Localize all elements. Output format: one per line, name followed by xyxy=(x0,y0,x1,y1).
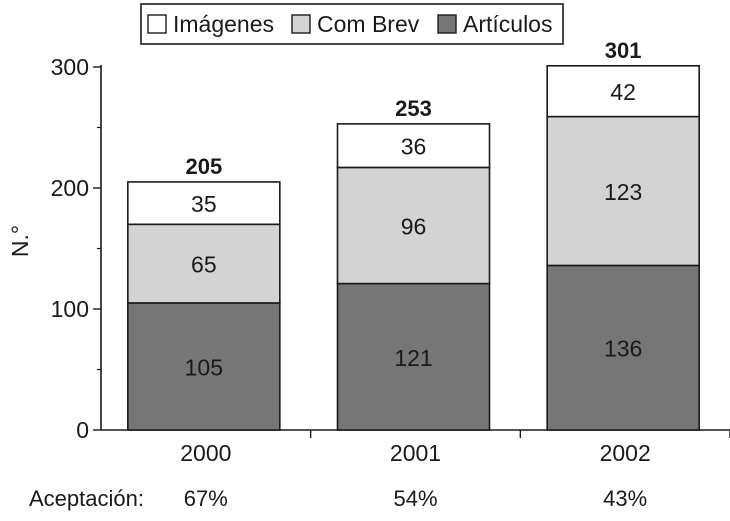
legend-entry: Artículos xyxy=(463,11,552,37)
x-tick-labels: 2000 2001 2002 xyxy=(180,440,651,466)
data-label: 35 xyxy=(191,191,217,217)
x-tick-label: 2001 xyxy=(390,440,441,466)
total-label: 253 xyxy=(395,96,432,121)
bar-segment-com-brev xyxy=(336,166,491,285)
acceptance-value: 43% xyxy=(603,486,647,511)
acceptance-value: 54% xyxy=(393,486,437,511)
bar-group-2002: 136 123 42 301 xyxy=(546,38,700,431)
y-tick-label: 300 xyxy=(51,54,89,80)
data-label: 136 xyxy=(604,336,642,362)
y-axis-label: N.° xyxy=(7,225,33,257)
legend-entry: Imágenes xyxy=(173,11,274,37)
bar-group-2001: 121 96 36 253 xyxy=(336,96,491,431)
bars: 105 65 35 205 121 96 36 253 136 123 42 301 xyxy=(127,38,700,431)
data-label: 42 xyxy=(610,79,636,105)
y-tick-label: 0 xyxy=(76,417,89,443)
x-tick-label: 2002 xyxy=(600,440,651,466)
total-label: 205 xyxy=(185,154,222,179)
x-tick-label: 2000 xyxy=(180,440,231,466)
data-label: 121 xyxy=(394,345,432,371)
bar-segment-im-genes xyxy=(127,181,281,226)
bar-group-2000: 105 65 35 205 xyxy=(127,154,281,431)
data-label: 65 xyxy=(191,252,217,278)
bar-segment-com-brev xyxy=(127,223,281,304)
data-label: 36 xyxy=(401,134,427,160)
y-tick-label: 200 xyxy=(51,175,89,201)
bar-segment-im-genes xyxy=(546,64,700,118)
legend-swatch xyxy=(147,14,167,34)
data-label: 96 xyxy=(401,214,427,240)
acceptance-row: Aceptación: 67% 54% 43% xyxy=(29,486,647,511)
bar-segment-art-culos xyxy=(336,282,491,431)
bar-segment-art-culos xyxy=(127,302,281,431)
bar-segment-art-culos xyxy=(546,264,700,431)
data-label: 123 xyxy=(604,179,642,205)
acceptance-label: Aceptación: xyxy=(29,486,144,511)
acceptance-value: 67% xyxy=(184,486,228,511)
legend-entry: Com Brev xyxy=(317,11,420,37)
legend-swatch xyxy=(437,14,457,34)
total-label: 301 xyxy=(605,38,642,63)
bar-segment-im-genes xyxy=(336,123,491,169)
legend: Imágenes Com Brev Artículos xyxy=(140,3,564,45)
legend-swatch xyxy=(291,14,311,34)
y-tick-label: 100 xyxy=(51,296,89,322)
data-label: 105 xyxy=(185,354,223,380)
legend-box xyxy=(140,3,564,45)
